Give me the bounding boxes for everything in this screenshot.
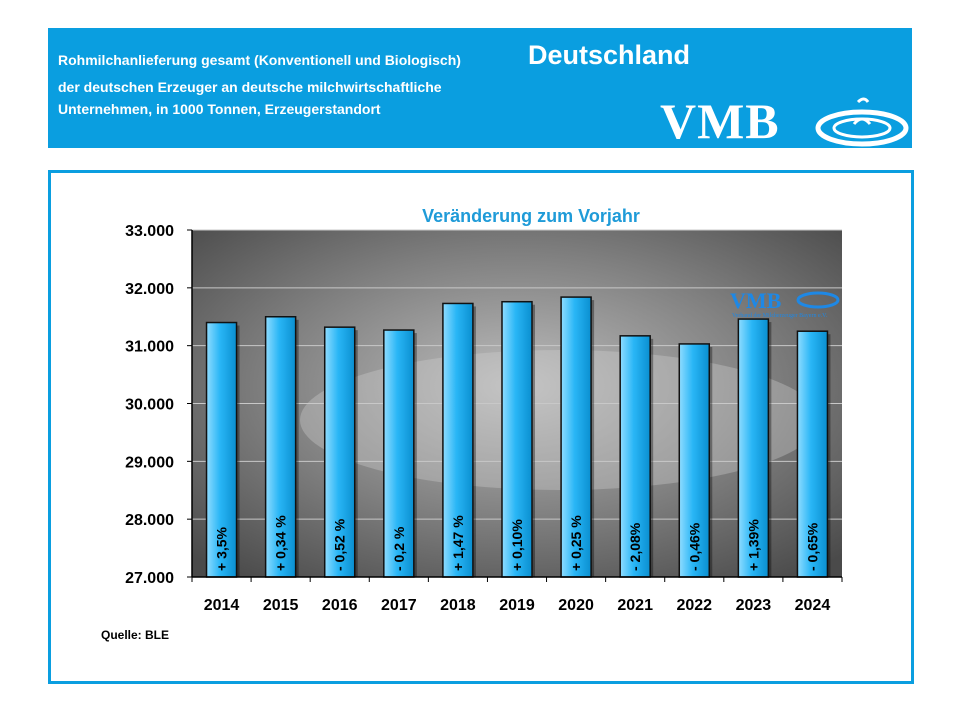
bar-2016	[323, 326, 356, 578]
x-tick-label: 2024	[795, 597, 831, 614]
x-tick-label: 2018	[440, 597, 476, 614]
bar-2018	[442, 302, 474, 578]
source-note: Quelle: BLE	[101, 628, 170, 642]
bar-change-label: - 0,46%	[686, 522, 702, 571]
bar-change-label: + 1,39%	[745, 519, 761, 571]
watermark-swirl-icon	[796, 291, 840, 309]
x-tick-label: 2017	[381, 597, 417, 614]
bar-change-label: + 0,10%	[509, 519, 525, 571]
x-tick-label: 2021	[617, 597, 653, 614]
x-tick-label: 2023	[736, 597, 772, 614]
y-tick-label: 27.000	[125, 570, 174, 587]
header-line2: der deutschen Erzeuger an deutsche milch…	[58, 79, 442, 95]
y-tick-label: 31.000	[125, 339, 174, 356]
y-tick-label: 28.000	[125, 512, 174, 529]
bar-change-label: + 0,25 %	[568, 515, 584, 571]
watermark-subtitle: Verband der Milcherzeuger Bayern e.V.	[732, 313, 828, 319]
vmb-logo-swirl-icon	[815, 97, 909, 147]
bar-change-label: + 3,5%	[214, 526, 230, 571]
header-line3: Unternehmen, in 1000 Tonnen, Erzeugersta…	[58, 101, 381, 117]
bar-change-label: + 1,47 %	[450, 515, 466, 571]
chart-title: Veränderung zum Vorjahr	[422, 206, 640, 226]
y-tick-label: 29.000	[125, 454, 174, 471]
bar-change-label: + 0,34 %	[273, 515, 289, 571]
bar-2024	[796, 330, 829, 578]
bar-change-label: - 0,52 %	[332, 518, 348, 571]
x-tick-label: 2015	[263, 597, 299, 614]
header-country: Deutschland	[528, 40, 691, 70]
bar-2020	[560, 296, 592, 578]
bar-change-label: - 0,65%	[804, 522, 820, 571]
y-tick-label: 30.000	[125, 397, 174, 414]
x-tick-label: 2019	[499, 597, 535, 614]
watermark-logo-text: VMB	[730, 288, 782, 313]
bar-change-label: - 2,08%	[627, 522, 643, 571]
y-tick-label: 33.000	[125, 223, 174, 240]
vmb-logo-text: VMB	[660, 93, 780, 149]
bar-change-label: - 0,2 %	[391, 526, 407, 571]
x-tick-label: 2022	[676, 597, 712, 614]
bar-2015	[264, 316, 297, 578]
x-tick-label: 2016	[322, 597, 358, 614]
bar-2022	[678, 343, 711, 578]
x-tick-label: 2020	[558, 597, 594, 614]
header-line1: Rohmilchanlieferung gesamt (Konventionel…	[58, 52, 461, 68]
bar-2023	[737, 318, 770, 578]
header-banner: Rohmilchanlieferung gesamt (Konventionel…	[48, 28, 912, 148]
x-tick-label: 2014	[204, 597, 240, 614]
bar-2019	[501, 300, 533, 578]
bar-2017	[383, 329, 415, 578]
y-tick-label: 32.000	[125, 281, 174, 298]
